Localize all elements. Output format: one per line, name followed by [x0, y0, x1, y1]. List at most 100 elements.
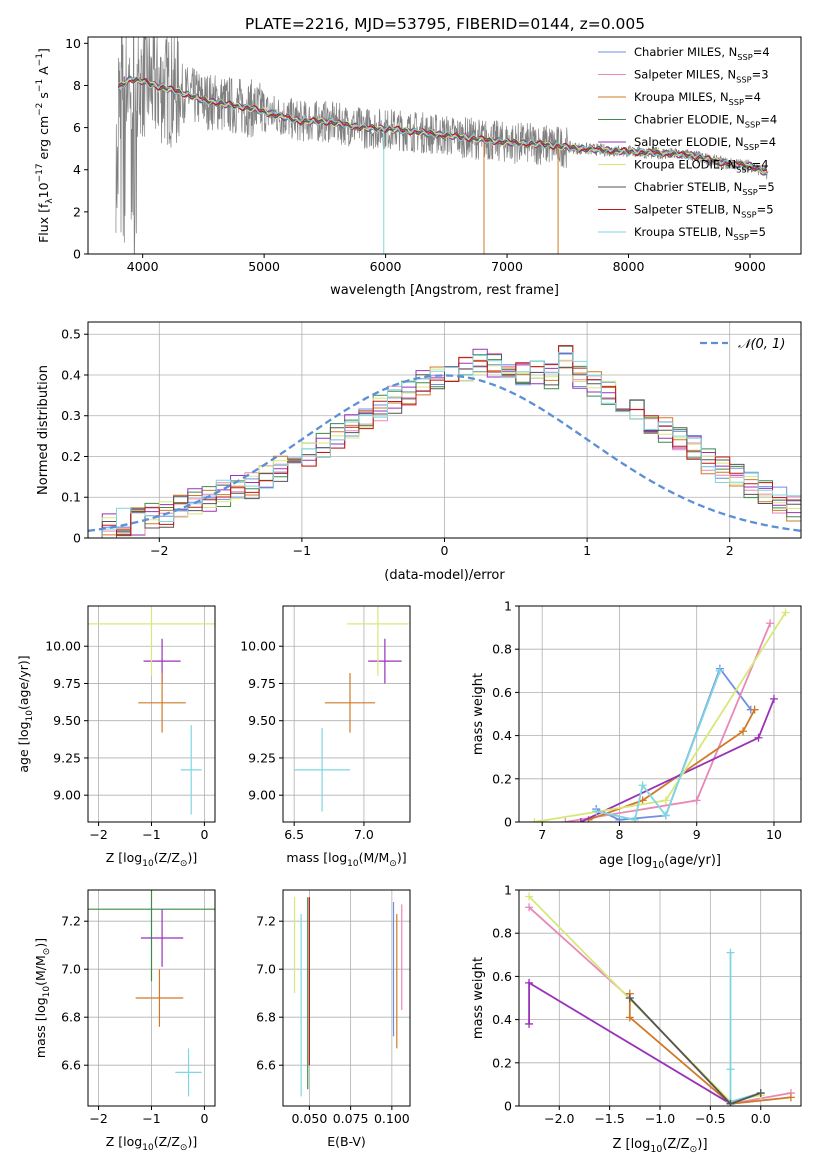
plus-marker [726, 1099, 735, 1106]
plot-area [283, 890, 410, 1106]
y-tick-label: 0 [73, 247, 81, 262]
y-tick-label: 9.25 [53, 750, 81, 765]
weight-line [565, 622, 771, 822]
model-line [118, 76, 768, 174]
x-axis-label: Z [log10(Z/Z⊙)] [106, 1134, 197, 1153]
x-tick-label: 6.5 [284, 827, 304, 842]
x-tick-label: 0 [200, 1111, 208, 1126]
y-tick-label: 6.6 [61, 1058, 81, 1073]
label-part: ⊙ [389, 859, 397, 869]
label-part: (age/yr)] [664, 853, 721, 868]
label-part: A [36, 66, 51, 79]
label-part: SSP [736, 75, 751, 85]
label-part: λ [45, 198, 55, 204]
x-tick-label: −2 [89, 827, 107, 842]
label-part: age [log [599, 853, 652, 868]
x-tick-label: 1 [583, 543, 591, 558]
label-part: SSP [737, 52, 752, 62]
label-part: Salpeter ELODIE, N [634, 135, 744, 149]
label-part: 10 [36, 182, 51, 198]
plus-marker [715, 666, 724, 675]
y-tick-label: 0.2 [492, 1055, 512, 1070]
y-tick-label: 2 [73, 204, 81, 219]
plus-marker [769, 694, 778, 703]
plot-area [88, 890, 215, 1106]
x-tick-label: 0.050 [291, 1111, 327, 1126]
label-part: 10 [347, 859, 359, 869]
x-tick-label: 7.0 [354, 827, 374, 842]
plus-marker [756, 1089, 765, 1098]
panel-weight_vs_Z: −2.0 −1.5 −1.0 −0.5 0.0 0 0.2 0.4 0.6 0.8 1 Z [log1… [471, 883, 802, 1155]
label-part: −2 [35, 103, 45, 116]
panel-residuals: −2 −1 0 1 2 0 0.1 0.2 0.3 0.4 0.5 (data-model)/erro… [36, 321, 802, 583]
plot-area [283, 606, 410, 822]
weight-line [528, 895, 761, 1103]
x-tick-label: 9 [693, 827, 701, 842]
panel-mass_vs_ebv: 0.050 0.075 0.100 6.6 6.8 7.0 7.2 E(B-V) [256, 889, 411, 1149]
label-part: Chabrier STELIB, N [634, 180, 742, 194]
label-part: SSP [736, 165, 751, 175]
weight-line [534, 612, 787, 822]
x-tick-label: 0 [441, 543, 449, 558]
label-part: (M/M [33, 955, 48, 986]
legend-entry: Salpeter STELIB, NSSP=5 [634, 203, 774, 220]
y-tick-label: 0.8 [492, 926, 512, 941]
label-part: mass [log [286, 850, 347, 865]
y-tick-label: 7.0 [61, 962, 81, 977]
label-part: age [log [16, 721, 31, 772]
plus-marker [638, 781, 647, 790]
label-part: Chabrier MILES, N [634, 45, 737, 59]
y-axis-label: Normed distribution [36, 365, 51, 495]
x-tick-label: 10 [766, 827, 782, 842]
legend-entry: Salpeter ELODIE, NSSP=4 [634, 135, 776, 152]
axes-frame [282, 605, 411, 823]
y-axis-label: mass [log10(M/M⊙)] [33, 938, 52, 1058]
label-part: ⊙ [180, 859, 188, 869]
x-tick-label: −1 [293, 543, 311, 558]
plot-area [519, 606, 801, 822]
label-part: Kroupa STELIB, N [634, 225, 734, 239]
x-axis-label: E(B-V) [327, 1134, 366, 1149]
y-tick-label: 0.6 [492, 969, 512, 984]
label-part: mass [log [33, 997, 48, 1058]
label-part: =4 [752, 158, 769, 172]
x-tick-label: −2.0 [544, 1111, 574, 1126]
y-tick-label: 0.4 [492, 728, 512, 743]
label-part: =4 [753, 45, 770, 59]
label-part: SSP [744, 142, 759, 152]
x-tick-label: 7000 [491, 259, 523, 274]
y-tick-label: 6.8 [256, 1010, 276, 1025]
label-part: =4 [744, 90, 761, 104]
y-tick-label: 0 [504, 1099, 512, 1114]
label-part: −17 [35, 163, 45, 182]
y-tick-label: 7.2 [256, 914, 276, 929]
label-part: Kroupa MILES, N [634, 90, 729, 104]
label-part: ⊙ [690, 1144, 698, 1155]
label-part: (Z/Z [662, 1137, 689, 1152]
label-part: SSP [729, 97, 744, 107]
x-tick-label: −1 [142, 827, 160, 842]
weight-line [588, 709, 756, 821]
x-axis-label: Z [log10(Z/Z⊙)] [106, 850, 197, 869]
y-tick-label: 9.00 [53, 788, 81, 803]
y-axis-label: Flux [fλ10−17 erg cm−2 s−1 A−1] [35, 48, 55, 243]
y-tick-label: 0.8 [492, 642, 512, 657]
label-part: Z [log [106, 850, 142, 865]
plus-marker [625, 994, 634, 1002]
y-tick-label: 0.1 [61, 490, 81, 505]
plot-area [88, 606, 215, 822]
label-part: Z [log [106, 1134, 142, 1149]
label-part: −1 [35, 53, 45, 66]
x-tick-label: −0.5 [695, 1111, 725, 1126]
label-part: =3 [752, 68, 769, 82]
y-tick-label: 0.4 [61, 367, 81, 382]
plus-marker [625, 1013, 634, 1022]
label-part: 10 [42, 986, 52, 998]
plus-marker [754, 733, 763, 742]
plus-marker [630, 815, 639, 822]
y-tick-label: 0 [504, 815, 512, 830]
label-part: (Z/Z [154, 850, 180, 865]
histogram-step-line [88, 354, 801, 538]
